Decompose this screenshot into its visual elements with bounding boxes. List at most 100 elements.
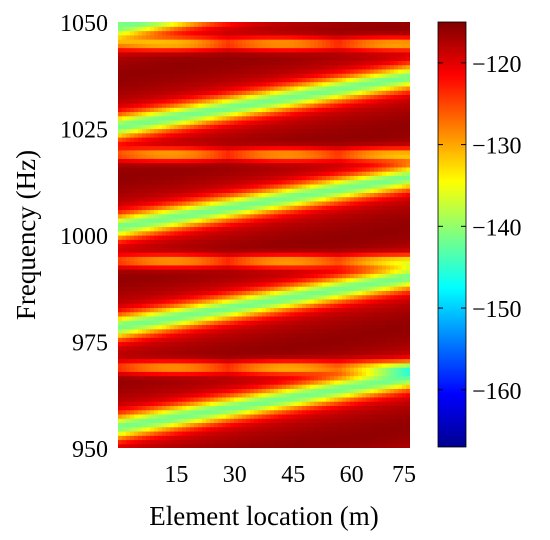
heatmap-cell [142,286,147,291]
heatmap-cell [134,226,139,232]
heatmap-cell [306,409,311,415]
heatmap-cell [242,128,247,134]
heatmap-cell [154,264,159,270]
heatmap-cell [226,413,231,419]
heatmap-cell [210,422,215,428]
heatmap-cell [146,149,151,155]
heatmap-cell [302,119,307,125]
heatmap-cell [290,171,295,176]
heatmap-cell [198,269,203,274]
heatmap-cell [286,213,291,219]
heatmap-cell [194,39,199,44]
heatmap-cell [230,205,235,211]
heatmap-cell [150,430,155,436]
heatmap-cell [290,158,295,164]
heatmap-cell [142,128,147,134]
heatmap-cell [306,422,311,428]
heatmap-cell [178,243,183,249]
heatmap-cell [278,226,283,232]
heatmap-cell [218,264,223,270]
heatmap-cell [246,162,251,168]
heatmap-cell [314,281,319,287]
heatmap-cell [142,115,147,121]
heatmap-cell [154,388,159,394]
heatmap-cell [154,337,159,343]
heatmap-cell [306,26,311,32]
heatmap-cell [266,26,271,32]
heatmap-cell [258,64,263,70]
heatmap-cell [118,222,123,228]
heatmap-cell [262,273,267,279]
heatmap-cell [294,392,299,398]
heatmap-cell [206,111,211,117]
heatmap-cell [282,68,287,74]
heatmap-cell [118,102,123,108]
heatmap-cell [190,222,195,228]
heatmap-cell [278,409,283,415]
heatmap-cell [266,166,271,172]
heatmap-cell [162,30,167,36]
heatmap-cell [130,379,135,385]
heatmap-cell [226,409,231,415]
heatmap-cell [210,73,215,78]
heatmap-cell [282,341,287,347]
heatmap-cell [190,290,195,296]
heatmap-cell [194,260,199,266]
heatmap-cell [166,217,171,223]
heatmap-cell [138,269,143,274]
heatmap-cell [182,401,187,406]
heatmap-cell [134,47,139,53]
heatmap-cell [142,235,147,240]
heatmap-cell [302,166,307,172]
heatmap-cell [282,230,287,236]
heatmap-cell [226,358,231,364]
heatmap-cell [266,290,271,296]
heatmap-cell [182,90,187,96]
heatmap-cell [262,73,267,78]
heatmap-cell [206,328,211,334]
heatmap-cell [202,119,207,125]
heatmap-cell [222,154,227,159]
heatmap-cell [306,362,311,368]
heatmap-cell [314,64,319,70]
heatmap-cell [194,85,199,91]
heatmap-cell [242,30,247,36]
heatmap-cell [310,149,315,155]
heatmap-cell [202,264,207,270]
heatmap-cell [158,384,163,389]
heatmap-cell [270,230,275,236]
heatmap-cell [206,256,211,262]
heatmap-cell [230,107,235,113]
heatmap-cell [310,367,315,372]
heatmap-cell [302,273,307,279]
heatmap-cell [242,307,247,313]
heatmap-cell [138,205,143,211]
heatmap-cell [126,362,131,368]
heatmap-cell [218,341,223,347]
heatmap-cell [234,132,239,138]
heatmap-cell [266,320,271,326]
heatmap-cell [118,243,123,249]
heatmap-cell [290,73,295,78]
heatmap-cell [138,435,143,441]
heatmap-cell [218,107,223,113]
heatmap-cell [202,85,207,91]
heatmap-cell [246,371,251,377]
heatmap-cell [162,328,167,334]
heatmap-cell [214,226,219,232]
heatmap-cell [298,200,303,206]
heatmap-cell [126,239,131,245]
heatmap-cell [202,311,207,317]
heatmap-cell [262,375,267,381]
heatmap-cell [150,56,155,61]
heatmap-cell [230,315,235,321]
heatmap-cell [310,179,315,185]
heatmap-cell [282,162,287,168]
heatmap-cell [254,401,259,406]
heatmap-cell [218,43,223,49]
heatmap-cell [262,307,267,313]
heatmap-cell [162,324,167,330]
heatmap-cell [190,111,195,117]
heatmap-cell [238,307,243,313]
heatmap-cell [306,252,311,257]
